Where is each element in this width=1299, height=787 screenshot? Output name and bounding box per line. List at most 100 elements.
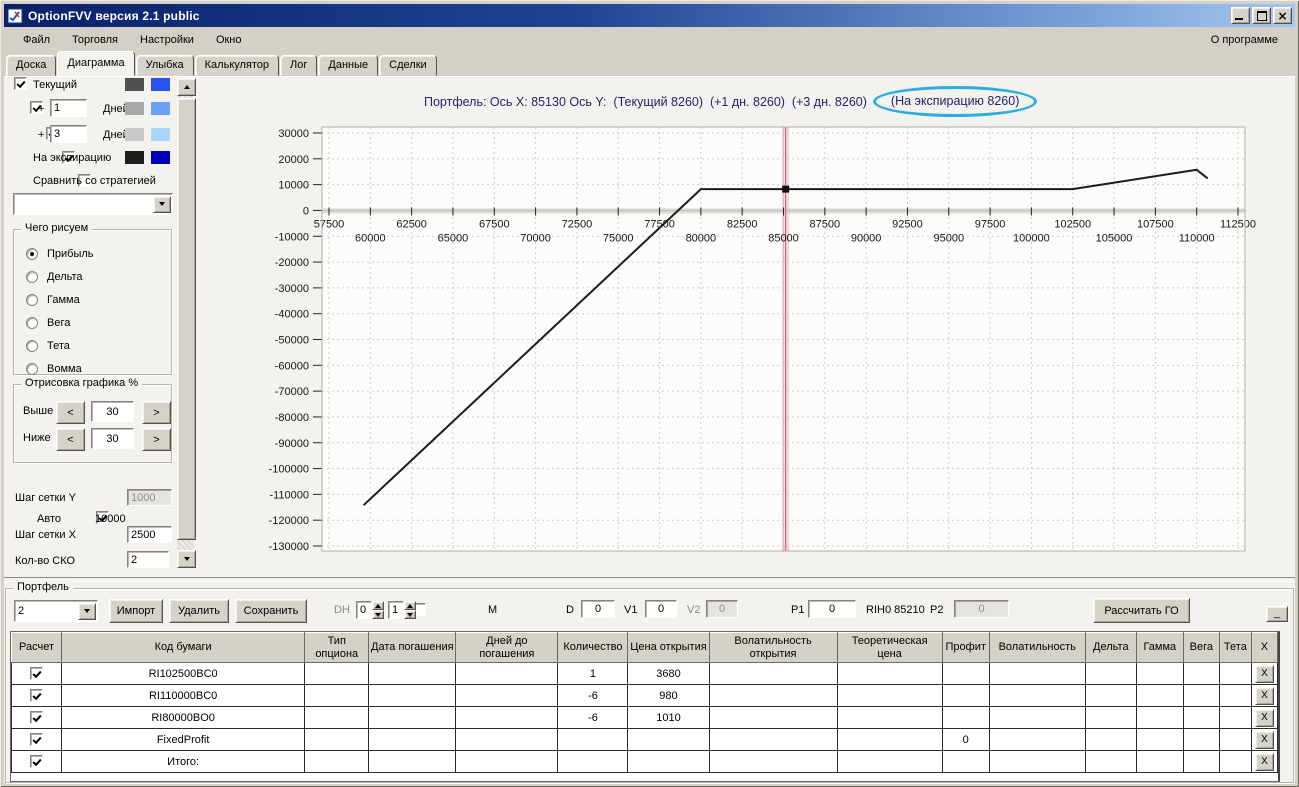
dh-spinner-2[interactable] bbox=[388, 601, 416, 619]
sidebar-scrollbar[interactable] bbox=[177, 78, 196, 568]
dh-spin1-input[interactable] bbox=[356, 601, 372, 619]
scroll-down-icon[interactable] bbox=[177, 550, 196, 568]
menu-file[interactable]: Файл bbox=[23, 33, 51, 46]
draw-option[interactable]: Дельта bbox=[14, 265, 171, 288]
panel-splitter[interactable] bbox=[4, 577, 1295, 582]
minimize-button[interactable] bbox=[1231, 7, 1250, 24]
spin-down-icon[interactable] bbox=[404, 610, 416, 619]
tab-3[interactable]: Улыбка bbox=[135, 55, 194, 76]
below-percent-input[interactable] bbox=[91, 428, 134, 449]
row-delete-button[interactable]: X bbox=[1254, 708, 1274, 727]
current-checkbox[interactable] bbox=[14, 77, 27, 90]
close-button[interactable]: × bbox=[1273, 7, 1292, 24]
calc-margin-button[interactable]: Рассчитать ГО bbox=[1093, 598, 1190, 623]
above-percent-input[interactable] bbox=[91, 401, 134, 422]
draw-option[interactable]: Вега bbox=[14, 311, 171, 334]
below-decrease-button[interactable]: < bbox=[56, 428, 85, 451]
below-increase-button[interactable]: > bbox=[142, 428, 171, 451]
sko-count-label: Кол-во СКО bbox=[15, 555, 76, 567]
radio-icon[interactable] bbox=[26, 362, 38, 375]
menu-window[interactable]: Окно bbox=[215, 33, 242, 46]
column-header: Расчет bbox=[10, 632, 63, 663]
radio-icon[interactable] bbox=[26, 339, 38, 352]
delete-button[interactable]: Удалить bbox=[169, 599, 229, 623]
dh-spinner-1[interactable] bbox=[356, 601, 384, 619]
spin-down-icon[interactable] bbox=[372, 610, 384, 619]
draw-option[interactable]: Гамма bbox=[14, 288, 171, 311]
table-row[interactable]: Итого: X bbox=[10, 750, 1279, 773]
radio-icon[interactable] bbox=[26, 270, 38, 283]
v1-input[interactable] bbox=[645, 600, 677, 618]
tab-1[interactable]: Доска bbox=[6, 55, 57, 76]
plus3-swatch-2 bbox=[151, 128, 170, 141]
row-calc-checkbox[interactable] bbox=[30, 733, 44, 746]
menu-settings[interactable]: Настройки bbox=[140, 33, 194, 46]
svg-text:110000: 110000 bbox=[1179, 232, 1215, 244]
row-cell bbox=[941, 706, 990, 729]
dh-spin2-input[interactable] bbox=[388, 601, 404, 619]
tab-2[interactable]: Диаграмма bbox=[57, 51, 135, 76]
compare-strategy-checkbox[interactable] bbox=[78, 174, 92, 187]
sko-count-input[interactable] bbox=[127, 551, 169, 568]
spin-up-icon[interactable] bbox=[404, 601, 416, 610]
radio-icon[interactable] bbox=[26, 293, 38, 306]
above-increase-button[interactable]: > bbox=[142, 401, 171, 424]
row-cell bbox=[1135, 706, 1184, 729]
dropdown-arrow-icon[interactable] bbox=[153, 195, 171, 213]
close-icon: × bbox=[1277, 8, 1288, 23]
row-cell: 0 bbox=[941, 728, 990, 751]
strategy-dropdown[interactable] bbox=[13, 193, 173, 215]
row-cell bbox=[557, 728, 629, 751]
menu-about[interactable]: О программе bbox=[1210, 33, 1278, 46]
p1-input[interactable] bbox=[808, 600, 856, 618]
table-row[interactable]: FixedProfit 0 X bbox=[10, 728, 1279, 751]
row-calc-cell bbox=[10, 662, 63, 685]
row-calc-checkbox[interactable] bbox=[30, 711, 44, 724]
row-delete-button[interactable]: X bbox=[1254, 664, 1274, 683]
draw-group-title: Чего рисуем bbox=[21, 222, 93, 234]
menu-trading[interactable]: Торговля bbox=[72, 33, 118, 46]
import-button[interactable]: Импорт bbox=[109, 599, 163, 623]
radio-icon[interactable] bbox=[26, 247, 38, 260]
d-input[interactable] bbox=[581, 600, 615, 618]
row-calc-checkbox[interactable] bbox=[30, 755, 44, 768]
table-row[interactable]: RI80000BO0 -6 1010 X bbox=[10, 706, 1279, 729]
plus3-days-input[interactable] bbox=[50, 125, 87, 143]
row-calc-checkbox[interactable] bbox=[30, 667, 44, 680]
svg-text:-40000: -40000 bbox=[275, 309, 309, 321]
draw-option[interactable]: Тета bbox=[14, 334, 171, 357]
tab-6[interactable]: Данные bbox=[318, 55, 379, 76]
grid-step-x-input[interactable] bbox=[127, 526, 172, 543]
v1-label: V1 bbox=[624, 604, 638, 616]
svg-text:-80000: -80000 bbox=[275, 412, 309, 424]
svg-text:80000: 80000 bbox=[686, 232, 717, 244]
row-delete-button[interactable]: X bbox=[1254, 730, 1274, 749]
svg-text:95000: 95000 bbox=[933, 232, 964, 244]
spin-up-icon[interactable] bbox=[372, 601, 384, 610]
table-row[interactable]: RI102500BC0 1 3680 X bbox=[10, 662, 1279, 685]
row-delete-button[interactable]: X bbox=[1254, 686, 1274, 705]
draw-option[interactable]: Вомма bbox=[14, 357, 171, 380]
maximize-button[interactable] bbox=[1252, 7, 1271, 24]
portfolio-select[interactable]: 2 bbox=[14, 600, 98, 622]
collapse-panel-button[interactable]: _ bbox=[1266, 606, 1288, 622]
sidebar-scrollbar-thumb[interactable] bbox=[177, 98, 196, 540]
expiration-checkbox[interactable] bbox=[62, 151, 76, 164]
above-decrease-button[interactable]: < bbox=[56, 401, 85, 424]
table-row[interactable]: RI110000BC0 -6 980 X bbox=[10, 684, 1279, 707]
save-button[interactable]: Сохранить bbox=[235, 599, 307, 623]
auto-grid-checkbox[interactable] bbox=[96, 511, 110, 524]
tab-5[interactable]: Лог bbox=[280, 55, 318, 76]
row-cell bbox=[627, 750, 710, 773]
row-calc-checkbox[interactable] bbox=[30, 689, 44, 702]
plus1-checkbox[interactable] bbox=[30, 101, 44, 114]
row-delete-button[interactable]: X bbox=[1254, 752, 1274, 771]
svg-text:75000: 75000 bbox=[603, 232, 634, 244]
scroll-up-icon[interactable] bbox=[177, 78, 196, 96]
tab-4[interactable]: Калькулятор bbox=[194, 55, 280, 76]
portfolio-select-arrow-icon[interactable] bbox=[78, 602, 96, 620]
radio-icon[interactable] bbox=[26, 316, 38, 329]
plus1-days-input[interactable] bbox=[50, 99, 87, 117]
tab-7[interactable]: Сделки bbox=[379, 55, 437, 76]
draw-option[interactable]: Прибыль bbox=[14, 242, 171, 265]
